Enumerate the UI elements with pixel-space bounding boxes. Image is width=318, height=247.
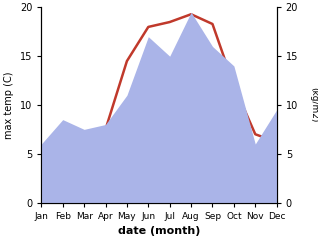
Y-axis label: med. precipitation
(kg/m2): med. precipitation (kg/m2): [309, 63, 318, 147]
X-axis label: date (month): date (month): [118, 226, 200, 236]
Y-axis label: max temp (C): max temp (C): [4, 71, 14, 139]
